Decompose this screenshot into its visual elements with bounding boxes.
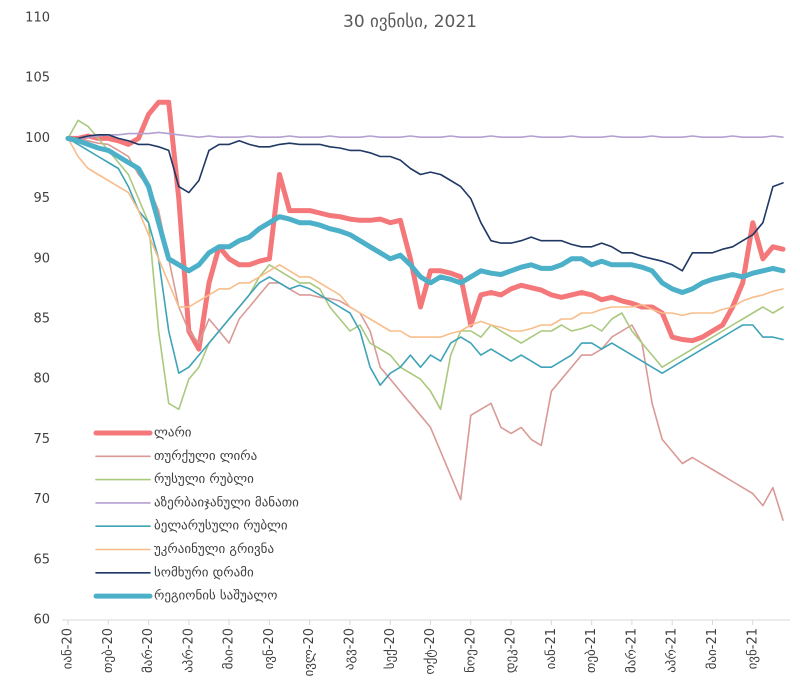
series-line bbox=[67, 131, 784, 140]
x-tick-label: მაი-21 bbox=[705, 628, 720, 669]
x-tick-label: იან-20 bbox=[61, 628, 76, 669]
x-tick-label: ივლ-20 bbox=[302, 628, 317, 676]
series-line bbox=[67, 137, 784, 386]
x-tick-label: აგვ-20 bbox=[342, 628, 357, 670]
x-tick-label: თებ-20 bbox=[101, 628, 116, 673]
legend-label: თურქული ლირა bbox=[154, 449, 257, 464]
series-line bbox=[67, 137, 784, 521]
series-line bbox=[65, 99, 786, 352]
x-tick-label: ნოე-20 bbox=[463, 628, 478, 673]
series-line bbox=[67, 134, 784, 272]
chart-title: 30 ივნისი, 2021 bbox=[343, 12, 477, 32]
y-tick-label: 85 bbox=[33, 312, 50, 327]
y-tick-label: 70 bbox=[33, 492, 50, 507]
y-tick-label: 75 bbox=[33, 432, 50, 447]
x-tick-label: ივნ-21 bbox=[745, 628, 760, 669]
y-tick-label: 100 bbox=[25, 131, 50, 146]
x-tick-label: მაი-20 bbox=[222, 628, 237, 669]
x-tick-label: თებ-21 bbox=[584, 628, 599, 673]
series-line bbox=[67, 119, 784, 411]
x-tick-label: აპრ-20 bbox=[181, 628, 196, 673]
legend-label: უკრაინული გრივნა bbox=[154, 542, 274, 557]
y-tick-label: 95 bbox=[33, 191, 50, 206]
y-tick-label: 105 bbox=[25, 71, 50, 86]
x-tick-label: მარ-21 bbox=[624, 628, 639, 673]
legend-label: ლარი bbox=[154, 426, 192, 441]
x-tick-label: მარ-20 bbox=[141, 628, 156, 673]
x-tick-label: ივნ-20 bbox=[262, 628, 277, 669]
y-tick-label: 60 bbox=[33, 613, 50, 628]
legend-label: ბელარუსული რუბლი bbox=[154, 519, 288, 534]
legend-label: აზერბაიჯანული მანათი bbox=[154, 495, 299, 510]
x-tick-label: იან-21 bbox=[544, 628, 559, 669]
x-tick-label: აპრ-21 bbox=[665, 628, 680, 673]
legend-label: რეგიონის საშუალო bbox=[154, 589, 277, 604]
y-tick-label: 80 bbox=[33, 372, 50, 387]
y-tick-label: 90 bbox=[33, 251, 50, 266]
legend-label: სომხური დრამი bbox=[154, 565, 254, 580]
y-tick-label: 65 bbox=[33, 552, 50, 567]
series-line bbox=[67, 137, 784, 338]
x-tick-label: ოქტ-20 bbox=[423, 628, 438, 675]
series-line bbox=[65, 135, 786, 295]
x-tick-label: დეკ-20 bbox=[504, 628, 519, 673]
y-tick-label: 110 bbox=[25, 11, 50, 26]
x-tick-label: სექ-20 bbox=[383, 628, 398, 669]
legend-label: რუსული რუბლი bbox=[154, 472, 254, 487]
